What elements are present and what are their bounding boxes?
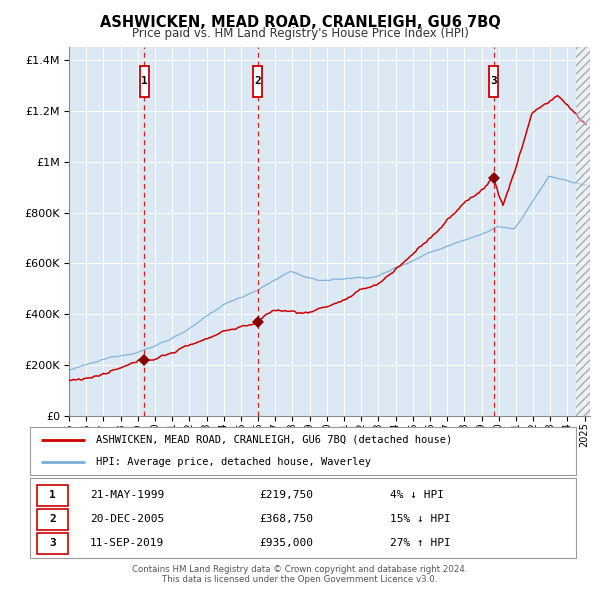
Text: 3: 3 <box>49 538 56 548</box>
FancyBboxPatch shape <box>140 65 149 97</box>
Text: 21-MAY-1999: 21-MAY-1999 <box>90 490 164 500</box>
Text: 27% ↑ HPI: 27% ↑ HPI <box>391 538 451 548</box>
Text: £368,750: £368,750 <box>259 514 313 525</box>
FancyBboxPatch shape <box>30 427 576 475</box>
Text: £935,000: £935,000 <box>259 538 313 548</box>
FancyBboxPatch shape <box>37 533 68 553</box>
FancyBboxPatch shape <box>489 65 498 97</box>
FancyBboxPatch shape <box>30 478 576 558</box>
Text: HPI: Average price, detached house, Waverley: HPI: Average price, detached house, Wave… <box>95 457 371 467</box>
Text: Contains HM Land Registry data © Crown copyright and database right 2024.: Contains HM Land Registry data © Crown c… <box>132 565 468 574</box>
Text: 2: 2 <box>254 76 261 86</box>
Text: 1: 1 <box>49 490 56 500</box>
Text: 4% ↓ HPI: 4% ↓ HPI <box>391 490 445 500</box>
Text: 3: 3 <box>490 76 497 86</box>
Text: 20-DEC-2005: 20-DEC-2005 <box>90 514 164 525</box>
Text: ASHWICKEN, MEAD ROAD, CRANLEIGH, GU6 7BQ (detached house): ASHWICKEN, MEAD ROAD, CRANLEIGH, GU6 7BQ… <box>95 435 452 445</box>
Bar <box>576 47 590 416</box>
Bar <box>576 47 590 416</box>
Text: This data is licensed under the Open Government Licence v3.0.: This data is licensed under the Open Gov… <box>163 575 437 584</box>
Text: 2: 2 <box>49 514 56 525</box>
FancyBboxPatch shape <box>37 509 68 530</box>
Text: ASHWICKEN, MEAD ROAD, CRANLEIGH, GU6 7BQ: ASHWICKEN, MEAD ROAD, CRANLEIGH, GU6 7BQ <box>100 15 500 30</box>
FancyBboxPatch shape <box>253 65 262 97</box>
Text: £219,750: £219,750 <box>259 490 313 500</box>
Text: 15% ↓ HPI: 15% ↓ HPI <box>391 514 451 525</box>
FancyBboxPatch shape <box>37 485 68 506</box>
Text: 11-SEP-2019: 11-SEP-2019 <box>90 538 164 548</box>
Text: 1: 1 <box>141 76 148 86</box>
Text: Price paid vs. HM Land Registry's House Price Index (HPI): Price paid vs. HM Land Registry's House … <box>131 27 469 40</box>
Bar <box>576 47 590 416</box>
